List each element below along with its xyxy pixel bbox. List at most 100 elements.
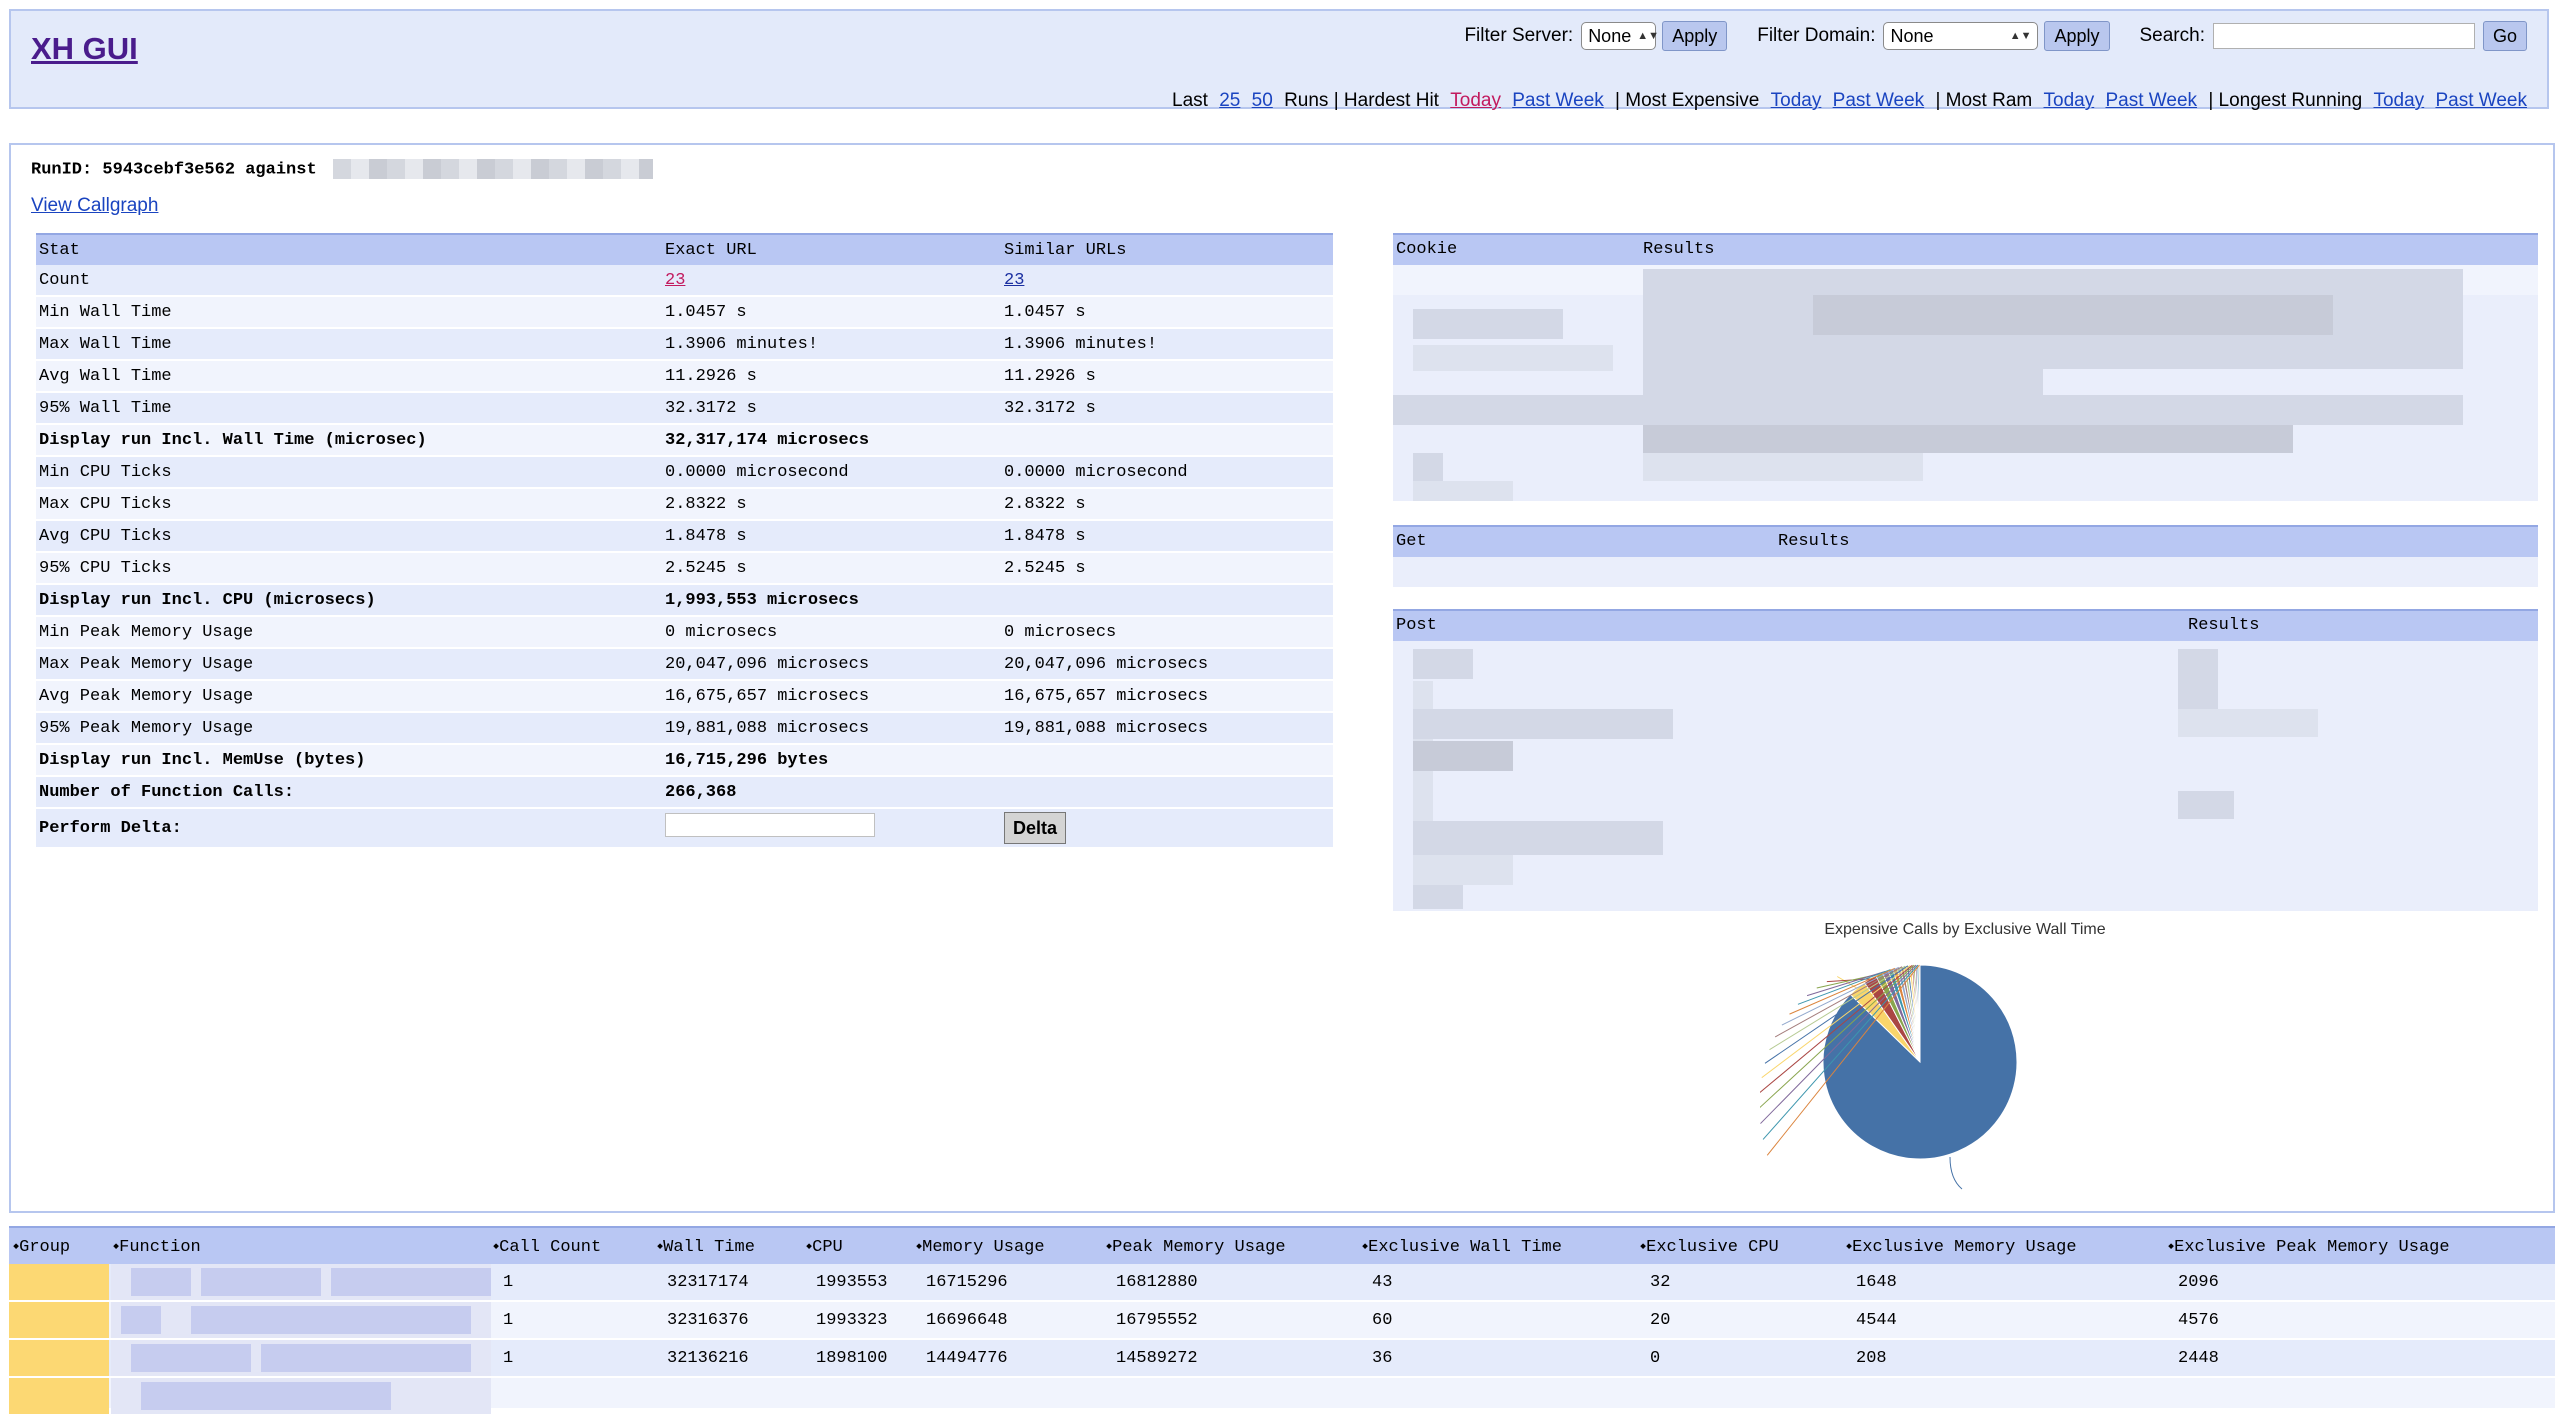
- stat-exact-value: 0.0000 microsecond: [662, 456, 1001, 489]
- cell-ewall: 60: [1372, 1311, 1393, 1330]
- table-row[interactable]: 1 32136216 1898100 14494776 14589272 36 0 208 24…: [9, 1340, 2555, 1376]
- group-color-cell: [9, 1340, 109, 1376]
- delta-button[interactable]: Delta: [1004, 812, 1067, 844]
- cell-mem: 16715296: [926, 1273, 1008, 1292]
- nav-most-ram-label: | Most Ram: [1935, 90, 2033, 111]
- cell-emem: 4544: [1856, 1311, 1897, 1330]
- stats-row: Max Wall Time 1.3906 minutes! 1.3906 minut…: [36, 328, 1333, 361]
- stat-similar-value: [1001, 744, 1333, 777]
- stat-name: Count: [36, 265, 662, 297]
- cell-peak: 16812880: [1116, 1273, 1198, 1292]
- nav-last-25-link[interactable]: 25: [1219, 90, 1241, 111]
- function-name-redacted[interactable]: [111, 1302, 491, 1338]
- filter-server-select[interactable]: None ▲▼: [1581, 22, 1659, 50]
- table-row[interactable]: 1 32316376 1993323 16696648 16795552 60 20 4544…: [9, 1302, 2555, 1338]
- delta-label: Perform Delta:: [36, 808, 662, 849]
- stat-similar-value: 1.8478 s: [1001, 520, 1333, 553]
- select-arrows-icon: ▲▼: [1637, 30, 1659, 42]
- get-table-body: [1393, 557, 2538, 587]
- col-exclusive-cpu-header[interactable]: ⬩Exclusive CPU: [1640, 1238, 1779, 1257]
- stat-exact-value: 16,715,296 bytes: [662, 744, 1001, 777]
- cookie-results-header: Results: [1643, 240, 1715, 259]
- exact-count-link[interactable]: 23: [665, 270, 686, 290]
- cell-mem: 14494776: [926, 1349, 1008, 1368]
- pie-connector-line: [1762, 964, 1919, 1140]
- col-exclusive-peak-header[interactable]: ⬩Exclusive Peak Memory Usage: [2168, 1238, 2450, 1257]
- stats-row: Max Peak Memory Usage 20,047,096 microsec…: [36, 648, 1333, 681]
- nav-hardest-today-link[interactable]: Today: [1450, 90, 1501, 111]
- nav-ram-week-link[interactable]: Past Week: [2105, 90, 2198, 111]
- redacted-url: [332, 159, 653, 179]
- stat-similar-value: 0 microsecs: [1001, 616, 1333, 649]
- pie-connector-line: [1761, 965, 1911, 1079]
- filter-server-apply-button[interactable]: Apply: [1662, 21, 1728, 51]
- pie-connector-line: [1789, 967, 1896, 1015]
- stats-row: Max CPU Ticks 2.8322 s 2.8322 s: [36, 488, 1333, 521]
- stats-header-row: Stat Exact URL Similar URLs: [36, 233, 1333, 265]
- stats-row: Number of Function Calls: 266,368: [36, 776, 1333, 809]
- delta-input[interactable]: [665, 813, 875, 837]
- similar-count-link[interactable]: 23: [1004, 270, 1025, 290]
- stats-row: 95% CPU Ticks 2.5245 s 2.5245 s: [36, 552, 1333, 585]
- stat-name: Max Wall Time: [36, 328, 662, 361]
- stat-name: Avg Wall Time: [36, 360, 662, 393]
- pie-connector-line: [1766, 964, 1920, 1156]
- col-wall-time-header[interactable]: ⬩Wall Time: [657, 1238, 755, 1257]
- cell-emem: 1648: [1856, 1273, 1897, 1292]
- pie-chart: [1760, 964, 2018, 1190]
- nav-hardest-week-link[interactable]: Past Week: [1512, 90, 1604, 111]
- cell-epeak: 2448: [2178, 1349, 2219, 1368]
- function-name-redacted[interactable]: [111, 1264, 491, 1300]
- stat-exact-value: 23: [662, 265, 1001, 297]
- nav-longest-today-link[interactable]: Today: [2373, 90, 2425, 111]
- cell-ewall: 43: [1372, 1273, 1393, 1292]
- col-exclusive-memory-header[interactable]: ⬩Exclusive Memory Usage: [1846, 1238, 2077, 1257]
- select-arrows-icon: ▲▼: [2009, 30, 2032, 42]
- col-group-header[interactable]: ⬩Group: [13, 1238, 71, 1257]
- nav-last-label: Last: [1172, 90, 1208, 111]
- stat-similar-value: [1001, 776, 1333, 809]
- get-results-header: Results: [1778, 532, 1850, 551]
- run-id-label: RunID: 5943cebf3e562 against: [31, 160, 317, 180]
- function-name-redacted[interactable]: [111, 1340, 491, 1376]
- stat-similar-value: 32.3172 s: [1001, 392, 1333, 425]
- nav-expensive-today-link[interactable]: Today: [1770, 90, 1822, 111]
- table-row[interactable]: 1 32317174 1993553 16715296 16812880 43 32 1648…: [9, 1264, 2555, 1300]
- cell-calls: 1: [503, 1273, 514, 1292]
- get-col-header: Get: [1396, 532, 1427, 551]
- col-cpu-header[interactable]: ⬩CPU: [806, 1238, 843, 1257]
- col-memory-usage-header[interactable]: ⬩Memory Usage: [916, 1238, 1045, 1257]
- logo-link[interactable]: XH GUI: [31, 31, 138, 66]
- stat-similar-value: 1.3906 minutes!: [1001, 328, 1333, 361]
- stat-name: 95% CPU Ticks: [36, 552, 662, 585]
- stat-similar-value: 11.2926 s: [1001, 360, 1333, 393]
- nav-longest-week-link[interactable]: Past Week: [2435, 90, 2527, 111]
- col-call-count-header[interactable]: ⬩Call Count: [493, 1238, 602, 1257]
- search-go-button[interactable]: Go: [2482, 21, 2527, 51]
- nav-expensive-week-link[interactable]: Past Week: [1832, 90, 1925, 111]
- cell-mem: 16696648: [926, 1311, 1008, 1330]
- col-exclusive-wall-header[interactable]: ⬩Exclusive Wall Time: [1362, 1238, 1562, 1257]
- group-color-cell: [9, 1302, 109, 1338]
- nav-ram-today-link[interactable]: Today: [2043, 90, 2095, 111]
- filter-domain-apply-button[interactable]: Apply: [2044, 21, 2110, 51]
- stat-similar-value: 19,881,088 microsecs: [1001, 712, 1333, 745]
- col-peak-memory-header[interactable]: ⬩Peak Memory Usage: [1106, 1238, 1286, 1257]
- stat-exact-value: 2.5245 s: [662, 552, 1001, 585]
- function-name-redacted[interactable]: [111, 1378, 491, 1414]
- nav-last-50-link[interactable]: 50: [1251, 90, 1273, 111]
- cell-cpu: 1993323: [816, 1311, 888, 1330]
- pie-connector-line: [1826, 978, 1870, 983]
- view-callgraph-link[interactable]: View Callgraph: [31, 195, 159, 216]
- run-details-panel: RunID: 5943cebf3e562 against View Callgr…: [9, 143, 2555, 1213]
- stats-header-exact: Exact URL: [662, 233, 1001, 265]
- col-function-header[interactable]: ⬩Function: [113, 1238, 201, 1257]
- group-color-cell: [9, 1378, 109, 1414]
- search-input[interactable]: [2212, 23, 2475, 49]
- filter-domain-select[interactable]: None ▲▼: [1883, 22, 2039, 50]
- table-row[interactable]: [9, 1378, 2555, 1414]
- stat-exact-value: 1.8478 s: [662, 520, 1001, 553]
- stat-exact-value: 2.8322 s: [662, 488, 1001, 521]
- group-color-cell: [9, 1264, 109, 1300]
- cell-calls: 1: [503, 1311, 514, 1330]
